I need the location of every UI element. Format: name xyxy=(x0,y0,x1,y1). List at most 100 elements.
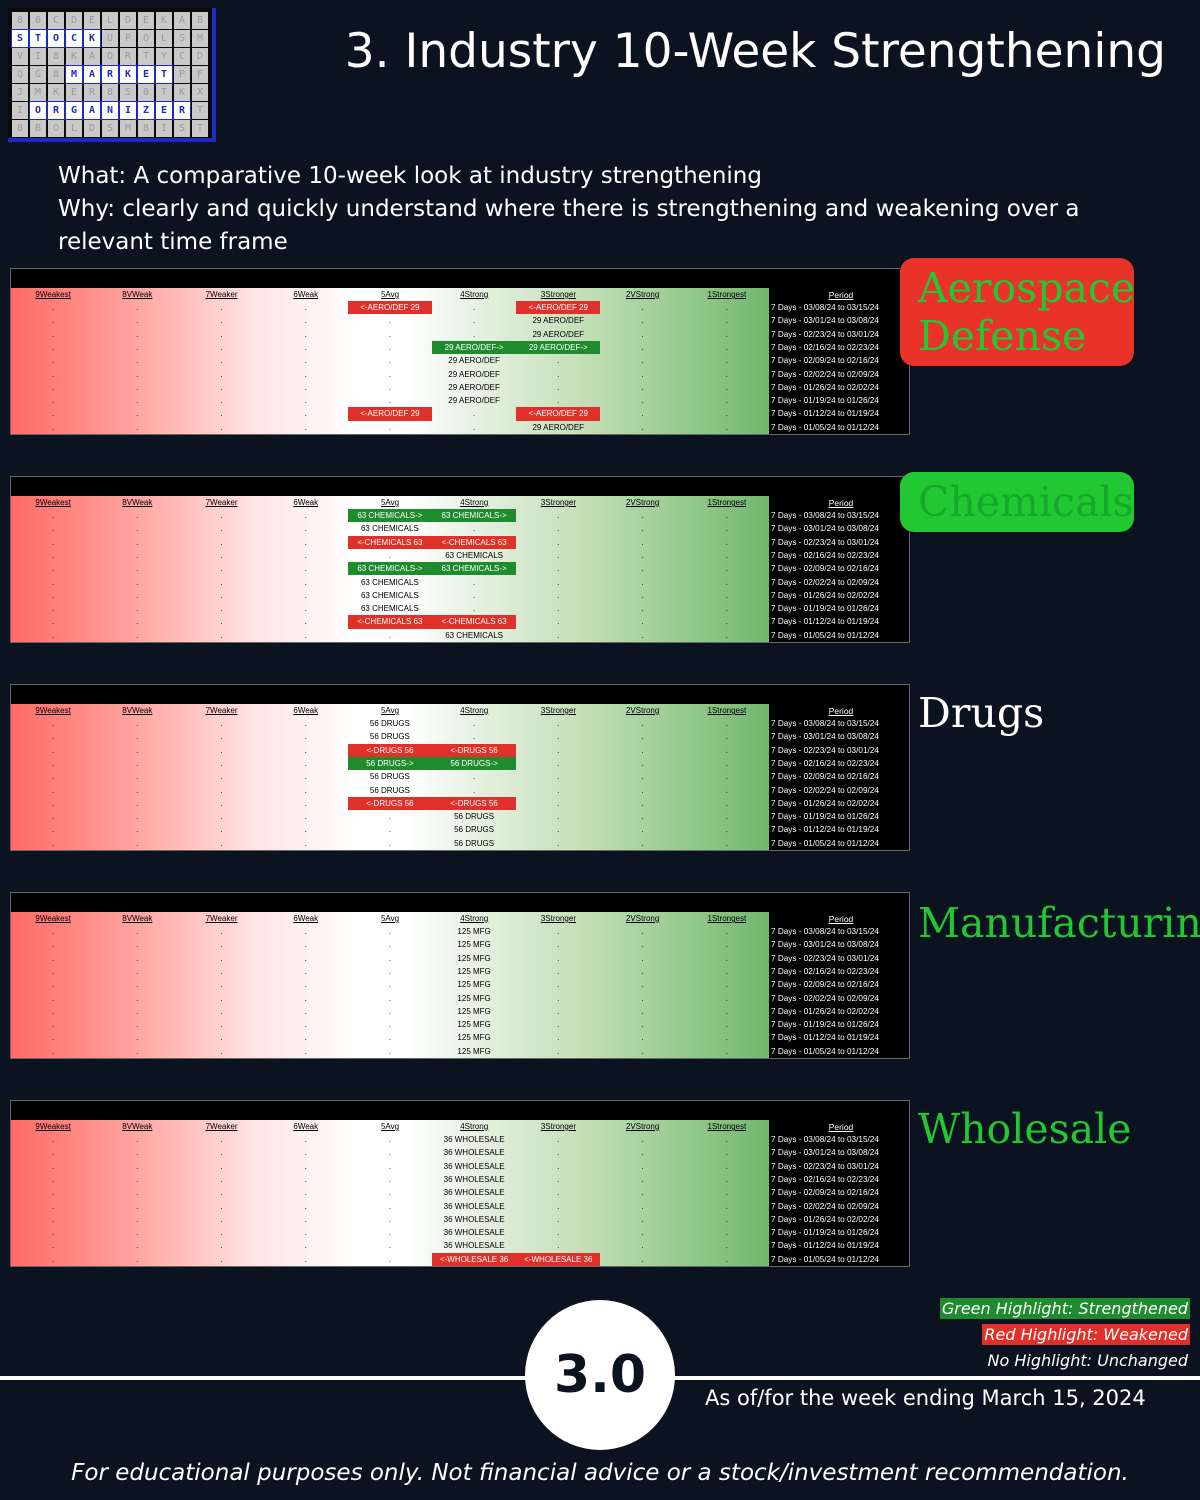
table-row: ..... 125 MFG... 7 Days - 01/19/24 to 01/2… xyxy=(11,1018,911,1031)
table-row: .... 56 DRUGS.... 7 Days - 02/09/24 to 02/… xyxy=(11,770,911,783)
table-row: ..... <-WHOLESALE 36 <-WHOLESALE 36.. 7 Day… xyxy=(11,1252,911,1266)
empty-cell: . xyxy=(136,550,139,560)
empty-cell: . xyxy=(220,798,223,808)
column-header: 6Weak xyxy=(293,290,319,299)
empty-cell: . xyxy=(304,537,307,547)
period-cell: 7 Days - 01/19/24 to 01/26/24 xyxy=(771,604,879,614)
empty-cell: . xyxy=(220,511,223,520)
empty-cell: . xyxy=(388,1201,391,1211)
table-row: ..... 36 WHOLESALE... 7 Days - 03/08/24 to… xyxy=(11,1133,911,1146)
table-row: .... <-DRUGS 56 <-DRUGS 56... 7 Days - 01/2… xyxy=(11,796,911,811)
empty-cell: . xyxy=(220,940,223,950)
empty-cell: . xyxy=(304,1241,307,1251)
industry-cell: 56 DRUGS-> xyxy=(432,756,517,771)
empty-cell: . xyxy=(725,1148,728,1158)
empty-cell: . xyxy=(388,1241,391,1251)
empty-cell: . xyxy=(641,1135,644,1144)
empty-cell: . xyxy=(557,577,560,587)
empty-cell: . xyxy=(725,1254,728,1264)
empty-cell: . xyxy=(304,1201,307,1211)
period-cell: 7 Days - 03/01/24 to 03/08/24 xyxy=(771,940,879,950)
industry-cell: 29 AERO/DEF xyxy=(532,316,585,326)
industry-label-line: Aerospace xyxy=(918,264,1136,312)
column-header: 7Weaker xyxy=(205,1122,238,1131)
empty-cell: . xyxy=(725,1174,728,1184)
column-header: 2VStrong xyxy=(625,914,660,923)
period-cell: 7 Days - 01/26/24 to 02/02/24 xyxy=(771,1214,879,1224)
table-row: ..... 125 MFG... 7 Days - 01/26/24 to 02/0… xyxy=(11,1005,911,1018)
empty-cell: . xyxy=(641,1174,644,1184)
column-header: 3Stronger xyxy=(540,1122,576,1131)
empty-cell: . xyxy=(557,953,560,963)
empty-cell: . xyxy=(136,396,139,406)
empty-cell: . xyxy=(641,966,644,976)
empty-cell: . xyxy=(136,1020,139,1030)
empty-cell: . xyxy=(641,745,644,755)
legend-none: No Highlight: Unchanged xyxy=(987,1351,1188,1370)
empty-cell: . xyxy=(725,356,728,366)
empty-cell: . xyxy=(220,316,223,326)
description-why: Why: clearly and quickly understand wher… xyxy=(58,196,1080,255)
empty-cell: . xyxy=(136,719,139,728)
empty-cell: . xyxy=(51,1201,55,1211)
empty-cell: . xyxy=(51,993,55,1003)
empty-cell: . xyxy=(641,1188,644,1198)
empty-cell: . xyxy=(557,382,560,392)
empty-cell: . xyxy=(51,1046,55,1056)
empty-cell: . xyxy=(557,993,560,1003)
empty-cell: . xyxy=(557,1161,560,1171)
empty-cell: . xyxy=(304,980,307,990)
table-row: ..... 36 WHOLESALE... 7 Days - 01/12/24 to… xyxy=(11,1239,911,1252)
industry-cell: 29 AERO/DEF-> xyxy=(432,340,517,355)
industry-cell: 125 MFG xyxy=(457,1033,491,1043)
empty-cell: . xyxy=(51,303,55,312)
industry-cell: 63 CHEMICALS xyxy=(360,524,419,534)
column-header: 6Weak xyxy=(293,914,319,923)
table-row: ..... 63 CHEMICALS... 7 Days - 02/16/24 to… xyxy=(11,549,911,562)
empty-cell: . xyxy=(220,1188,223,1198)
table-header: 9Weakest 8VWeak 7Weaker 6Weak 5Avg 4Strong 3St… xyxy=(11,288,769,301)
empty-cell: . xyxy=(725,745,728,755)
empty-cell: . xyxy=(557,511,560,520)
table-row: ..... 125 MFG... 7 Days - 03/08/24 to 03/1… xyxy=(11,925,911,938)
industry-cell: 63 CHEMICALS-> xyxy=(432,509,517,523)
industry-cell: <-AERO/DEF 29 xyxy=(347,301,432,315)
industry-cell: 36 WHOLESALE xyxy=(443,1214,505,1224)
empty-cell: . xyxy=(641,356,644,366)
section-badge: 3.0 xyxy=(525,1300,675,1450)
column-header: 1Strongest xyxy=(707,1122,747,1131)
empty-cell: . xyxy=(725,422,728,432)
empty-cell: . xyxy=(51,524,55,534)
empty-cell: . xyxy=(304,382,307,392)
table-row: ..... 36 WHOLESALE... 7 Days - 02/09/24 to… xyxy=(11,1186,911,1199)
empty-cell: . xyxy=(557,617,560,627)
empty-cell: . xyxy=(304,409,307,419)
industry-cell: 125 MFG xyxy=(457,966,491,976)
column-header: 9Weakest xyxy=(35,706,71,715)
empty-cell: . xyxy=(641,1148,644,1158)
table-row: .... 56 DRUGS.... 7 Days - 03/01/24 to 03/… xyxy=(11,730,911,743)
empty-cell: . xyxy=(304,758,307,768)
empty-cell: . xyxy=(641,1201,644,1211)
industry-cell: 29 AERO/DEF xyxy=(448,356,500,366)
empty-cell: . xyxy=(557,1188,560,1198)
column-header: 4Strong xyxy=(460,498,489,507)
table-row: ..... 29 AERO/DEF... 7 Days - 01/26/24 to … xyxy=(11,381,911,394)
empty-cell: . xyxy=(641,342,644,352)
empty-cell: . xyxy=(136,342,139,352)
empty-cell: . xyxy=(136,758,139,768)
empty-cell: . xyxy=(136,966,139,976)
empty-cell: . xyxy=(557,590,560,600)
empty-cell: . xyxy=(641,1228,644,1238)
empty-cell: . xyxy=(557,785,560,795)
empty-cell: . xyxy=(641,537,644,547)
industry-cell: <-CHEMICALS 63 xyxy=(432,535,517,549)
empty-cell: . xyxy=(136,1254,139,1264)
empty-cell: . xyxy=(388,953,391,963)
industry-cell: 125 MFG xyxy=(457,1046,491,1056)
industry-cell: 56 DRUGS xyxy=(369,772,410,782)
empty-cell: . xyxy=(304,953,307,963)
period-cell: 7 Days - 01/12/24 to 01/19/24 xyxy=(771,1241,879,1251)
period-cell: 7 Days - 02/16/24 to 02/23/24 xyxy=(771,550,879,560)
